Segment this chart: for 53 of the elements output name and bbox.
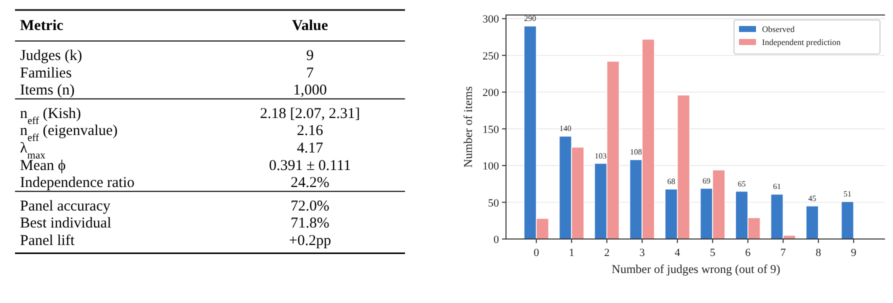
data-label: 45 [808,194,816,203]
data-label: 51 [843,190,852,199]
x-tick-label: 4 [674,247,681,259]
data-label: 69 [702,176,710,186]
legend-label: Observed [762,24,796,34]
x-tick-label: 0 [534,247,540,259]
text: +0.2pp [288,233,332,249]
y-tick-label: 300 [482,14,500,26]
text: 24.2% [290,175,330,192]
category-label: Families [20,65,72,82]
text: Metric [20,18,64,34]
x-tick-label: 8 [816,247,822,259]
text: 71.8% [290,216,330,232]
category-label: Items (n) [20,82,75,99]
x-tick-label: 1 [568,247,574,259]
y-tick-label: 200 [482,87,500,100]
x-tick-label: 9 [850,247,857,259]
text: 9 [306,48,314,64]
x-tick-label: 2 [604,247,610,259]
data-label: 68 [667,177,676,186]
text: 0.391 ± 0.111 [268,158,352,174]
y-tick-label: 0 [494,234,500,246]
text: 7 [306,65,314,82]
y-tick-label: 250 [482,50,500,62]
bar [806,206,819,240]
x-tick-label: 6 [745,247,752,259]
data-label: 103 [594,151,607,160]
category-label: Panel accuracy [20,198,111,214]
y-tick-label: 150 [482,124,500,136]
data-label: 290 [524,14,536,24]
text: 1,000 [293,82,327,99]
y-axis-title: Number of items [461,86,475,168]
legend-label: Independent prediction [762,37,842,47]
category-label: Best individual [20,216,112,232]
text: Value [292,18,328,34]
data-label: 65 [738,179,746,188]
text: 2.16 [296,123,324,140]
y-tick-label: 50 [488,197,500,210]
text: 2.18 [2.07, 2.31] [260,106,360,122]
text: 72.0% [290,198,330,214]
text: 4.17 [296,140,324,156]
data-label: 140 [559,124,572,134]
x-axis-title: Number of judges wrong (out of 9) [612,262,780,276]
y-tick-label: 100 [482,160,500,173]
data-label: 61 [772,182,781,192]
category-label: Independence ratio [20,175,135,192]
bar [840,201,854,240]
x-tick-label: 5 [710,247,716,259]
category-label: Panel lift [20,233,76,249]
x-tick-label: 7 [780,247,786,259]
x-tick-label: 3 [639,247,646,259]
category-label: Judges (k) [20,48,82,64]
data-label: 108 [630,148,642,157]
